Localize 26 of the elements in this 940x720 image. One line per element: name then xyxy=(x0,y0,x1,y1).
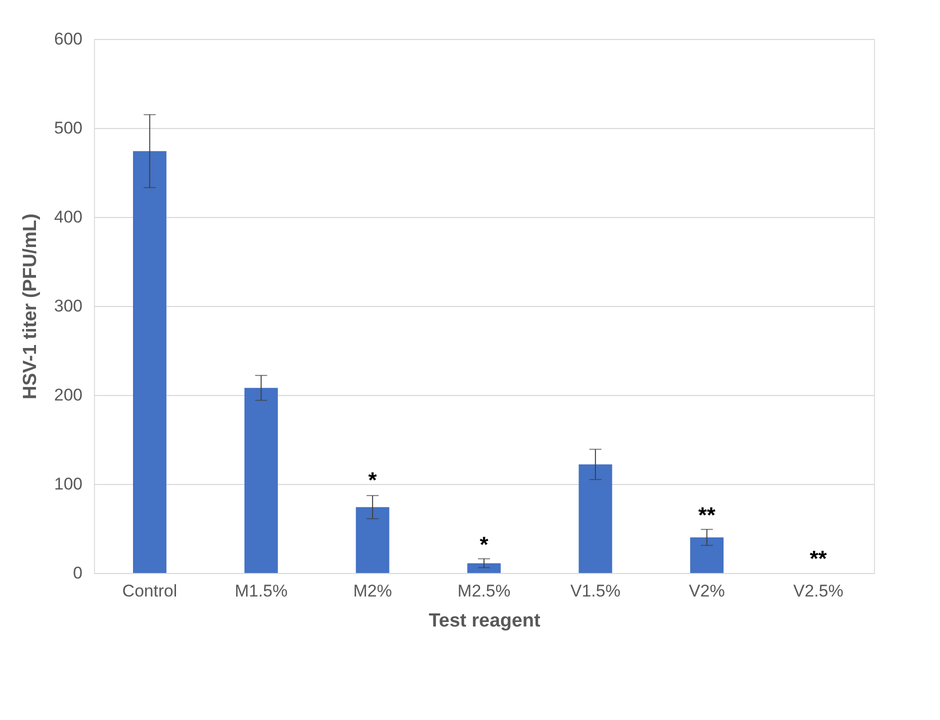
y-tick-label: 100 xyxy=(54,474,82,494)
y-tick-label: 500 xyxy=(54,118,82,138)
bar xyxy=(356,507,390,573)
y-tick-label: 0 xyxy=(73,564,82,582)
y-axis-title: HSV-1 titer (PFU/mL) xyxy=(20,214,42,400)
x-tick-label: Control xyxy=(122,582,178,600)
x-tick-label: V2% xyxy=(688,582,725,600)
annotation: * xyxy=(368,468,378,493)
annotation: * xyxy=(480,532,489,557)
bar xyxy=(578,464,612,573)
bar xyxy=(133,151,166,573)
annotation: ** xyxy=(810,546,828,571)
bar xyxy=(690,537,724,573)
y-tick-label: 200 xyxy=(54,386,82,404)
x-tick-label: M2% xyxy=(353,582,392,600)
bar xyxy=(244,388,278,573)
x-tick-label: M2.5% xyxy=(458,582,510,600)
y-tick-label: 400 xyxy=(54,208,82,226)
x-tick-label: M1.5% xyxy=(234,582,288,600)
annotation: ** xyxy=(698,502,716,528)
x-tick-label: V1.5% xyxy=(570,582,620,600)
x-axis-title: Test reagent xyxy=(428,610,541,632)
x-tick-label: V2.5% xyxy=(793,582,844,600)
bar xyxy=(467,563,501,573)
y-tick-label: 300 xyxy=(54,296,82,316)
y-tick-label: 600 xyxy=(54,30,82,48)
